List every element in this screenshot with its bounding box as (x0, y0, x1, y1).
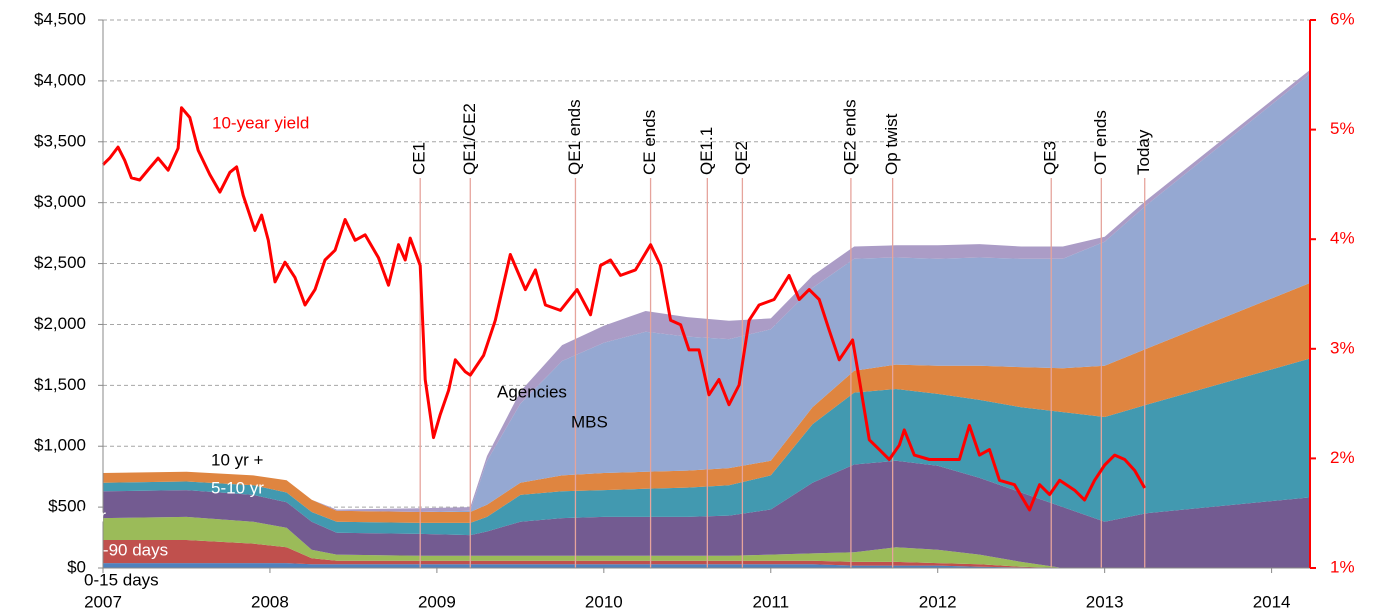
area (103, 73, 1310, 512)
event-label: QE1 ends (565, 99, 584, 175)
y-tick-label: $4,500 (34, 9, 86, 28)
y-tick-label: $0 (67, 557, 86, 576)
event-label: QE1/CE2 (460, 103, 479, 175)
y-tick-label: $2,000 (34, 314, 86, 333)
area (103, 460, 1310, 568)
area (103, 283, 1310, 523)
y2-tick-label: 3% (1330, 338, 1355, 357)
x-tick-label: 2008 (251, 592, 289, 611)
event-label: Today (1134, 129, 1153, 175)
series-label: 10-year yield (212, 113, 309, 132)
series-label: Agencies (497, 382, 567, 401)
y-tick-label: $1,000 (34, 436, 86, 455)
series-label: 16-90 days (84, 540, 168, 559)
x-tick-label: 2012 (919, 592, 957, 611)
series-label: 91 days - 1 yr (3, 506, 106, 525)
x-tick-label: 2007 (84, 592, 122, 611)
event-label: OT ends (1091, 110, 1110, 175)
area (103, 516, 1310, 568)
event-label: QE3 (1041, 141, 1060, 175)
event-label: QE2 (732, 141, 751, 175)
series-label: MBS (571, 412, 608, 431)
y-tick-label: $500 (48, 497, 86, 516)
y2-tick-label: 1% (1330, 557, 1355, 576)
y2-tick-label: 2% (1330, 448, 1355, 467)
yield-line (101, 106, 1147, 512)
event-label: CE ends (640, 110, 659, 175)
x-tick-label: 2014 (1253, 592, 1291, 611)
y-tick-label: $3,000 (34, 192, 86, 211)
area (103, 540, 1310, 568)
series-label: 0-15 days (84, 570, 159, 589)
event-label: Op twist (882, 113, 901, 175)
y-tick-label: $3,500 (34, 131, 86, 150)
y-tick-label: $4,000 (34, 70, 86, 89)
y2-tick-label: 4% (1330, 229, 1355, 248)
x-tick-label: 2011 (752, 592, 789, 611)
x-tick-label: 2013 (1086, 592, 1124, 611)
x-tick-label: 2009 (418, 592, 456, 611)
y2-tick-label: 5% (1330, 119, 1355, 138)
event-label: CE1 (410, 142, 429, 175)
x-tick-label: 2010 (585, 592, 623, 611)
y-tick-label: $2,500 (34, 253, 86, 272)
y-tick-label: $1,500 (34, 375, 86, 394)
series-label: 10 yr + (211, 450, 264, 469)
y2-tick-label: 6% (1330, 9, 1355, 28)
event-label: QE1.1 (697, 127, 716, 175)
series-label: 5-10 yr (211, 478, 264, 497)
area (103, 358, 1310, 536)
area (103, 563, 1310, 568)
event-label: QE2 ends (840, 99, 859, 175)
